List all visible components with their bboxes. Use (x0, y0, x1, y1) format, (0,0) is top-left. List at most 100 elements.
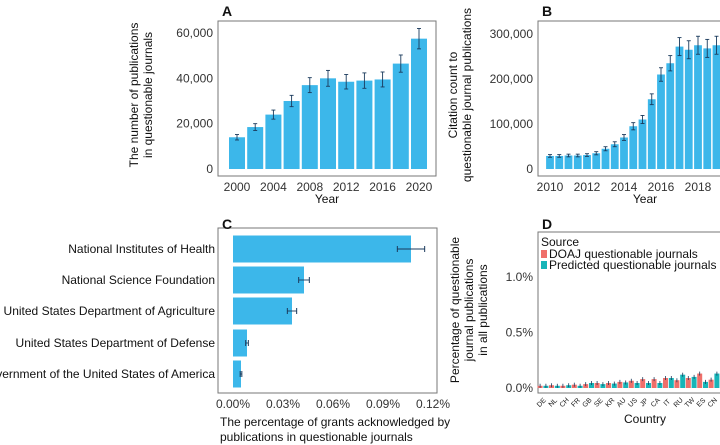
x-tick: DE (536, 397, 548, 409)
x-tick: TW (684, 396, 697, 409)
x-tick: CH (559, 397, 571, 409)
panel-c-label: C (222, 216, 232, 232)
y-axis-title: The number of publications (127, 23, 141, 168)
y-tick: 100,000 (490, 117, 534, 131)
x-tick: GB (581, 397, 593, 409)
bar-2000 (229, 137, 245, 169)
x-tick: RU (673, 397, 685, 409)
x-tick: CA (650, 397, 662, 409)
bar-2019 (712, 45, 720, 169)
bar-ES-predicted (703, 381, 708, 388)
x-axis-title: The percentage of grants acknowledged by (220, 415, 450, 429)
x-tick: 2012 (333, 180, 360, 194)
x-tick: IT (663, 398, 673, 408)
legend-swatch (541, 250, 547, 258)
bar-2018 (392, 63, 409, 169)
bar-2015 (638, 119, 647, 169)
bar-2010.5 (555, 155, 564, 169)
x-axis-title: Country (624, 412, 666, 426)
bar-2018 (694, 45, 702, 169)
bar-2010 (546, 155, 554, 169)
panel-d-plot-area (537, 231, 720, 394)
bar-CN-predicted (714, 373, 720, 388)
bar-RU-predicted (680, 374, 686, 388)
bar-2008 (301, 85, 318, 169)
bar-2015.5 (647, 99, 656, 169)
bar-2010 (320, 78, 336, 169)
y-tick: 300,000 (490, 27, 534, 41)
x-axis-title: Year (633, 192, 657, 206)
x-axis-title: publications in questionable journals (220, 430, 413, 444)
bar-2018.5 (703, 48, 712, 169)
x-tick: ES (696, 397, 708, 409)
bar-CA-doaj (651, 379, 657, 388)
y-tick: 20,000 (176, 117, 213, 131)
panel-b-label: B (542, 3, 552, 19)
bar-KR-doaj (606, 383, 611, 388)
category-label: Government of the United States of Ameri… (0, 367, 215, 381)
x-tick: 2016 (648, 180, 675, 194)
bar-CN-doaj (708, 379, 714, 388)
x-axis-title: Year (315, 192, 339, 206)
bar-3 (233, 329, 247, 357)
bar-2017 (675, 46, 684, 169)
bar-CA-predicted (657, 383, 663, 388)
x-tick: 0.06% (316, 397, 350, 411)
panel-c-plot-area (217, 227, 438, 394)
y-tick: 200,000 (490, 72, 534, 86)
bar-AU-predicted (623, 382, 629, 388)
legend-swatch (541, 261, 547, 269)
x-tick: 2004 (260, 180, 287, 194)
x-tick: JP (639, 397, 650, 408)
bar-2017.5 (684, 49, 693, 169)
bar-2012.5 (592, 153, 601, 169)
y-axis-title: Citation count to (446, 51, 460, 138)
panel-a-label: A (222, 3, 232, 19)
panel-a-plot-area (217, 20, 437, 177)
bar-2020 (411, 38, 427, 169)
bar-0 (233, 235, 411, 263)
bar-SE-doaj (594, 383, 600, 388)
x-tick: 0.00% (216, 397, 250, 411)
bar-2014 (356, 80, 373, 169)
x-tick: 2012 (574, 180, 601, 194)
y-axis-title: in questionable journals (141, 32, 155, 158)
y-tick: 1.0% (506, 270, 534, 284)
panel-b-plot-area (537, 20, 720, 177)
x-tick: SE (593, 397, 605, 409)
bar-IT-predicted (668, 378, 674, 388)
bar-2013 (601, 148, 610, 169)
bar-JP-doaj (640, 379, 646, 388)
bar-2006 (283, 101, 300, 169)
bar-2016.5 (666, 63, 675, 169)
y-tick: 40,000 (176, 71, 213, 85)
panel-d-label: D (542, 216, 552, 232)
x-tick: 2000 (224, 180, 251, 194)
bar-1 (233, 266, 304, 294)
x-tick: 2014 (611, 180, 638, 194)
x-tick: US (627, 397, 639, 409)
x-tick: 2008 (296, 180, 323, 194)
bar-2012 (338, 81, 355, 169)
legend-entry: Predicted questionable journals (549, 258, 716, 272)
bar-2011.5 (573, 155, 582, 169)
bar-AU-doaj (617, 381, 623, 388)
y-axis-title: in all publications (476, 264, 490, 355)
category-label: National Institutes of Health (68, 242, 215, 256)
x-tick: NL (548, 397, 559, 408)
bar-2014.5 (629, 126, 638, 169)
bar-ES-doaj (697, 373, 703, 388)
y-axis-title: journal publications (462, 259, 476, 363)
y-tick: 0 (206, 162, 213, 176)
x-tick: 2020 (406, 180, 433, 194)
bar-TW-predicted (691, 376, 697, 388)
bar-2011 (564, 155, 573, 169)
x-tick: CN (707, 397, 719, 409)
bar-2012 (583, 155, 591, 169)
x-tick: 0.09% (366, 397, 400, 411)
category-label: National Science Foundation (62, 273, 215, 287)
x-tick: FR (570, 397, 582, 409)
category-label: United States Department of Defense (16, 336, 216, 350)
bar-IT-doaj (663, 378, 668, 388)
